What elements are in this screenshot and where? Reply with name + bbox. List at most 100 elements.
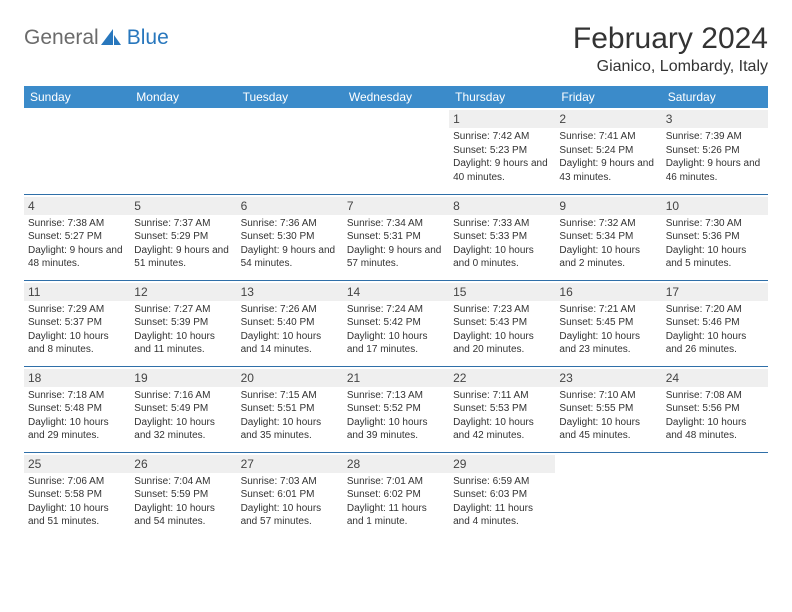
day-info: Sunrise: 7:03 AMSunset: 6:01 PMDaylight:…: [241, 475, 339, 529]
calendar-day-cell: 12 Sunrise: 7:27 AMSunset: 5:39 PMDayligh…: [130, 280, 236, 366]
calendar-day-cell: 21 Sunrise: 7:13 AMSunset: 5:52 PMDayligh…: [343, 366, 449, 452]
weekday-header: Thursday: [449, 86, 555, 108]
day-info: Sunrise: 7:33 AMSunset: 5:33 PMDaylight:…: [453, 217, 551, 271]
day-number: 21: [343, 369, 449, 387]
brand-part1: General: [24, 26, 99, 50]
day-number: 16: [555, 283, 661, 301]
day-number: 12: [130, 283, 236, 301]
day-number: 22: [449, 369, 555, 387]
day-number: 2: [555, 110, 661, 128]
calendar-week-row: 25Sunrise: 7:06 AMSunset: 5:58 PMDayligh…: [24, 452, 768, 538]
day-number: 8: [449, 197, 555, 215]
day-info: Sunrise: 7:29 AMSunset: 5:37 PMDaylight:…: [28, 303, 126, 357]
calendar-day-cell: 18 Sunrise: 7:18 AMSunset: 5:48 PMDayligh…: [24, 366, 130, 452]
calendar-table: SundayMondayTuesdayWednesdayThursdayFrid…: [24, 86, 768, 538]
brand-part2: Blue: [127, 26, 169, 50]
location: Gianico, Lombardy, Italy: [573, 58, 768, 76]
day-number: 25: [24, 455, 130, 473]
day-number: 13: [237, 283, 343, 301]
day-number: 23: [555, 369, 661, 387]
day-info: Sunrise: 6:59 AMSunset: 6:03 PMDaylight:…: [453, 475, 551, 529]
calendar-day-cell: 7 Sunrise: 7:34 AMSunset: 5:31 PMDaylight…: [343, 194, 449, 280]
calendar-day-cell: 22Sunrise: 7:11 AMSunset: 5:53 PMDayligh…: [449, 366, 555, 452]
day-number: 17: [662, 283, 768, 301]
day-info: Sunrise: 7:21 AMSunset: 5:45 PMDaylight:…: [559, 303, 657, 357]
day-info: Sunrise: 7:04 AMSunset: 5:59 PMDaylight:…: [134, 475, 232, 529]
title-block: February 2024 Gianico, Lombardy, Italy: [573, 22, 768, 76]
day-number: 29: [449, 455, 555, 473]
day-info: Sunrise: 7:18 AMSunset: 5:48 PMDaylight:…: [28, 389, 126, 443]
brand-sail-icon: [99, 27, 125, 47]
day-info: Sunrise: 7:34 AMSunset: 5:31 PMDaylight:…: [347, 217, 445, 271]
calendar-day-cell: 16 Sunrise: 7:21 AMSunset: 5:45 PMDayligh…: [555, 280, 661, 366]
calendar-day-cell: 19 Sunrise: 7:16 AMSunset: 5:49 PMDayligh…: [130, 366, 236, 452]
day-info: Sunrise: 7:37 AMSunset: 5:29 PMDaylight:…: [134, 217, 232, 271]
day-number: 19: [130, 369, 236, 387]
calendar-day-cell: 3Sunrise: 7:39 AMSunset: 5:26 PMDaylight…: [662, 108, 768, 194]
calendar-week-row: 1 Sunrise: 7:42 AMSunset: 5:23 PMDaylight…: [24, 108, 768, 194]
day-info: Sunrise: 7:32 AMSunset: 5:34 PMDaylight:…: [559, 217, 657, 271]
calendar-day-cell: 23 Sunrise: 7:10 AMSunset: 5:55 PMDayligh…: [555, 366, 661, 452]
day-info: Sunrise: 7:01 AMSunset: 6:02 PMDaylight:…: [347, 475, 445, 529]
day-number: 18: [24, 369, 130, 387]
weekday-header: Sunday: [24, 86, 130, 108]
weekday-header: Monday: [130, 86, 236, 108]
day-info: Sunrise: 7:36 AMSunset: 5:30 PMDaylight:…: [241, 217, 339, 271]
weekday-header: Tuesday: [237, 86, 343, 108]
day-number: 24: [662, 369, 768, 387]
day-info: Sunrise: 7:27 AMSunset: 5:39 PMDaylight:…: [134, 303, 232, 357]
day-info: Sunrise: 7:39 AMSunset: 5:26 PMDaylight:…: [666, 130, 764, 184]
day-number: 14: [343, 283, 449, 301]
calendar-body: 1 Sunrise: 7:42 AMSunset: 5:23 PMDaylight…: [24, 108, 768, 538]
calendar-day-cell: 26 Sunrise: 7:04 AMSunset: 5:59 PMDayligh…: [130, 452, 236, 538]
calendar-day-cell: 14 Sunrise: 7:24 AMSunset: 5:42 PMDayligh…: [343, 280, 449, 366]
day-info: Sunrise: 7:10 AMSunset: 5:55 PMDaylight:…: [559, 389, 657, 443]
brand-logo: General Blue: [24, 26, 169, 50]
calendar-week-row: 11 Sunrise: 7:29 AMSunset: 5:37 PMDayligh…: [24, 280, 768, 366]
month-title: February 2024: [573, 22, 768, 56]
day-number: 15: [449, 283, 555, 301]
day-info: Sunrise: 7:41 AMSunset: 5:24 PMDaylight:…: [559, 130, 657, 184]
calendar-day-cell: 10Sunrise: 7:30 AMSunset: 5:36 PMDayligh…: [662, 194, 768, 280]
calendar-day-cell: 9 Sunrise: 7:32 AMSunset: 5:34 PMDaylight…: [555, 194, 661, 280]
calendar-day-cell: 28Sunrise: 7:01 AMSunset: 6:02 PMDayligh…: [343, 452, 449, 538]
calendar-day-cell: [555, 452, 661, 538]
day-number: 11: [24, 283, 130, 301]
calendar-day-cell: [343, 108, 449, 194]
calendar-day-cell: 2 Sunrise: 7:41 AMSunset: 5:24 PMDaylight…: [555, 108, 661, 194]
day-info: Sunrise: 7:42 AMSunset: 5:23 PMDaylight:…: [453, 130, 551, 184]
day-number: 10: [662, 197, 768, 215]
day-number: 7: [343, 197, 449, 215]
calendar-day-cell: 4 Sunrise: 7:38 AMSunset: 5:27 PMDaylight…: [24, 194, 130, 280]
calendar-day-cell: 24 Sunrise: 7:08 AMSunset: 5:56 PMDayligh…: [662, 366, 768, 452]
calendar-day-cell: 25Sunrise: 7:06 AMSunset: 5:58 PMDayligh…: [24, 452, 130, 538]
day-number: 6: [237, 197, 343, 215]
day-number: 26: [130, 455, 236, 473]
day-info: Sunrise: 7:13 AMSunset: 5:52 PMDaylight:…: [347, 389, 445, 443]
day-number: 4: [24, 197, 130, 215]
calendar-day-cell: 27Sunrise: 7:03 AMSunset: 6:01 PMDayligh…: [237, 452, 343, 538]
day-info: Sunrise: 7:23 AMSunset: 5:43 PMDaylight:…: [453, 303, 551, 357]
day-info: Sunrise: 7:38 AMSunset: 5:27 PMDaylight:…: [28, 217, 126, 271]
calendar-day-cell: 8 Sunrise: 7:33 AMSunset: 5:33 PMDaylight…: [449, 194, 555, 280]
day-info: Sunrise: 7:26 AMSunset: 5:40 PMDaylight:…: [241, 303, 339, 357]
day-number: 5: [130, 197, 236, 215]
calendar-day-cell: 20Sunrise: 7:15 AMSunset: 5:51 PMDayligh…: [237, 366, 343, 452]
day-info: Sunrise: 7:16 AMSunset: 5:49 PMDaylight:…: [134, 389, 232, 443]
day-info: Sunrise: 7:24 AMSunset: 5:42 PMDaylight:…: [347, 303, 445, 357]
calendar-day-cell: [130, 108, 236, 194]
day-number: 20: [237, 369, 343, 387]
calendar-day-cell: [237, 108, 343, 194]
calendar-day-cell: 13 Sunrise: 7:26 AMSunset: 5:40 PMDayligh…: [237, 280, 343, 366]
day-info: Sunrise: 7:08 AMSunset: 5:56 PMDaylight:…: [666, 389, 764, 443]
day-number: 1: [449, 110, 555, 128]
weekday-header: Friday: [555, 86, 661, 108]
calendar-day-cell: 5 Sunrise: 7:37 AMSunset: 5:29 PMDaylight…: [130, 194, 236, 280]
day-info: Sunrise: 7:20 AMSunset: 5:46 PMDaylight:…: [666, 303, 764, 357]
day-number: 9: [555, 197, 661, 215]
calendar-day-cell: 11 Sunrise: 7:29 AMSunset: 5:37 PMDayligh…: [24, 280, 130, 366]
calendar-week-row: 18 Sunrise: 7:18 AMSunset: 5:48 PMDayligh…: [24, 366, 768, 452]
header: General Blue February 2024 Gianico, Lomb…: [24, 22, 768, 76]
calendar-week-row: 4 Sunrise: 7:38 AMSunset: 5:27 PMDaylight…: [24, 194, 768, 280]
calendar-day-cell: [24, 108, 130, 194]
